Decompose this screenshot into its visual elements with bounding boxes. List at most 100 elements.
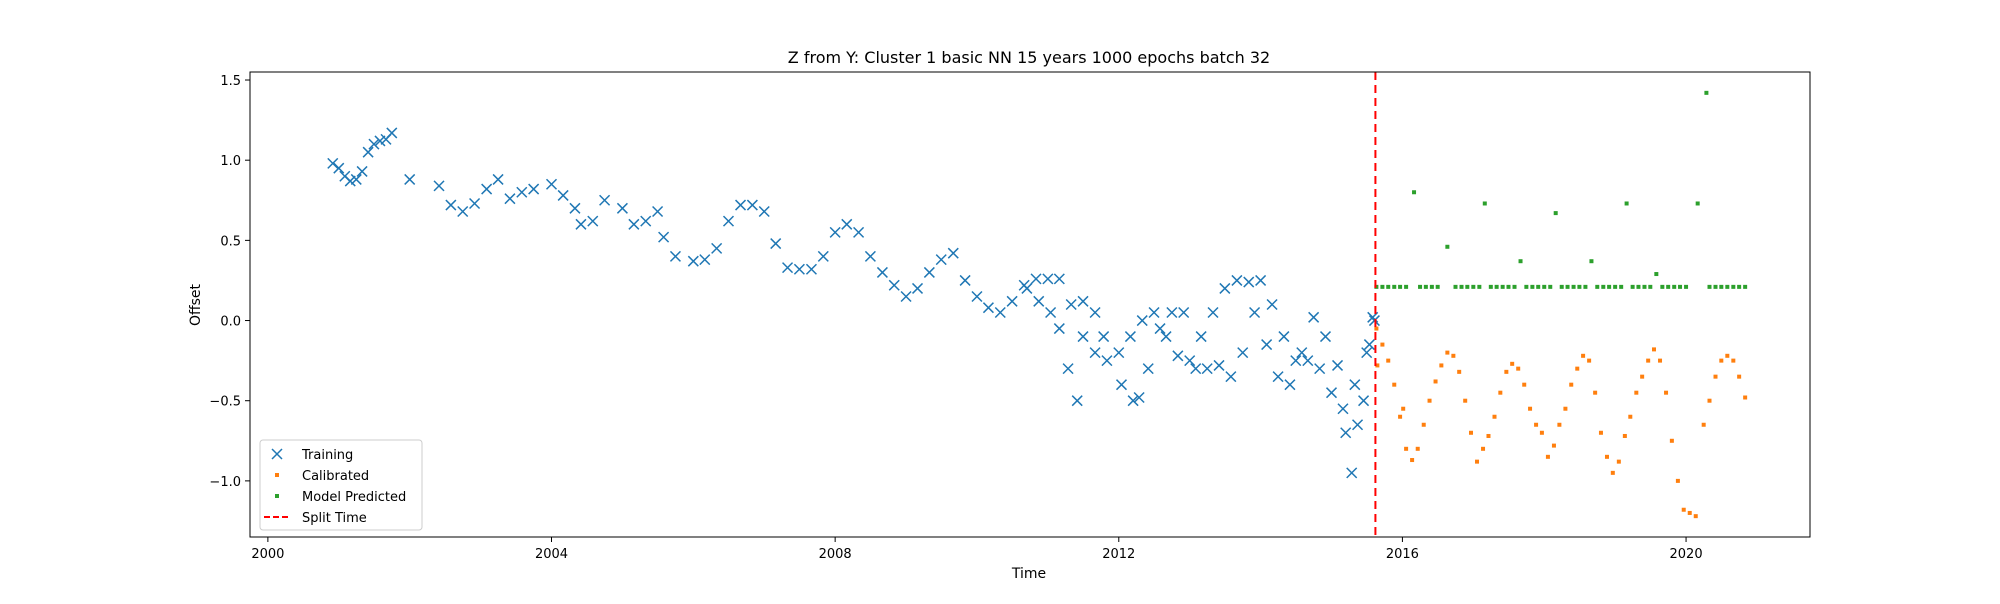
training-point — [1314, 363, 1326, 375]
calibrated-point — [1646, 358, 1651, 363]
model-predicted-point — [1494, 284, 1499, 289]
training-point — [1296, 347, 1308, 359]
x-tick-label: 2016 — [1386, 547, 1419, 562]
calibrated-point — [1486, 433, 1491, 438]
training-point — [1033, 295, 1045, 307]
plot-area — [327, 72, 1748, 537]
model-predicted-point — [1559, 284, 1564, 289]
legend-item-split-time: Split Time — [264, 511, 367, 526]
training-point — [1127, 395, 1139, 407]
training-point — [959, 274, 971, 286]
calibrated-point — [1439, 363, 1444, 368]
training-point — [1266, 298, 1278, 311]
training-point — [722, 215, 735, 227]
training-point — [1133, 391, 1145, 404]
model-predicted-point — [1589, 259, 1594, 264]
training-point — [1190, 363, 1202, 375]
training-point — [793, 263, 805, 275]
model-predicted-point — [1743, 284, 1748, 289]
model-predicted-point — [1398, 284, 1403, 289]
training-point — [911, 282, 924, 294]
training-point — [805, 263, 817, 275]
training-point — [900, 290, 912, 303]
training-point — [853, 226, 865, 238]
training-point — [1278, 331, 1290, 343]
calibrated-point — [1528, 406, 1533, 411]
training-point — [1042, 273, 1054, 285]
training-point — [876, 266, 888, 278]
model-predicted-point — [1678, 284, 1683, 289]
model-predicted-point — [1630, 284, 1635, 289]
training-point — [1261, 339, 1273, 351]
y-tick-label: 1.5 — [220, 74, 241, 89]
training-point — [1178, 306, 1190, 319]
training-point — [1213, 359, 1225, 371]
model-predicted-point — [1524, 284, 1529, 289]
training-point — [1195, 331, 1207, 343]
training-point — [1231, 274, 1243, 286]
calibrated-point — [1598, 430, 1603, 435]
model-predicted-point — [1672, 284, 1677, 289]
training-point — [1249, 306, 1261, 319]
training-point — [1340, 427, 1352, 439]
model-predicted-point — [1725, 284, 1730, 289]
y-tick-label: 0.0 — [220, 315, 241, 330]
calibrated-point — [1386, 358, 1391, 363]
model-predicted-point — [1565, 284, 1570, 289]
model-predicted-point — [1719, 284, 1724, 289]
calibrated-point — [1658, 358, 1663, 363]
training-point — [1325, 387, 1338, 399]
model-predicted-point — [1737, 284, 1742, 289]
training-point — [386, 127, 398, 139]
calibrated-point — [1634, 390, 1639, 395]
calibrated-point — [1669, 438, 1674, 443]
training-point — [362, 146, 374, 158]
training-point — [947, 247, 959, 259]
training-point — [1053, 323, 1065, 335]
training-point — [628, 218, 640, 230]
model-predicted-point — [1488, 284, 1493, 289]
calibrated-point — [1737, 374, 1742, 379]
training-point — [433, 180, 445, 192]
training-point — [1243, 276, 1255, 288]
training-point — [575, 218, 587, 230]
model-predicted-point — [1595, 284, 1600, 289]
training-point — [1363, 339, 1375, 351]
training-point — [687, 255, 699, 267]
y-axis: −1.0 −0.5 0.0 0.5 1.0 1.5 — [209, 74, 250, 490]
model-predicted-point — [1477, 284, 1482, 289]
calibrated-point — [1687, 510, 1692, 515]
calibrated-point — [1415, 446, 1420, 451]
model-predicted-point — [1530, 284, 1535, 289]
model-predicted-point — [1583, 284, 1588, 289]
training-point — [1065, 298, 1077, 311]
training-point — [935, 254, 947, 266]
training-point — [1352, 419, 1364, 431]
calibrated-point — [1604, 454, 1609, 459]
training-point — [711, 242, 723, 254]
calibrated-point — [1693, 514, 1698, 519]
training-point — [557, 189, 569, 201]
calibrated-point — [1640, 374, 1645, 379]
model-predicted-point — [1695, 201, 1700, 206]
calibrated-point — [1681, 507, 1686, 512]
training-point — [782, 262, 794, 274]
calibrated-point — [1374, 326, 1379, 331]
training-point — [1077, 331, 1089, 343]
calibrated-point — [1675, 478, 1680, 483]
calibrated-point — [1545, 454, 1550, 459]
model-predicted-point — [1423, 284, 1428, 289]
training-point — [1053, 273, 1065, 285]
training-point — [1184, 355, 1196, 367]
model-predicted-point — [1642, 284, 1647, 289]
calibrated-point — [1392, 382, 1397, 387]
training-point — [587, 215, 599, 227]
calibrated-point — [1610, 470, 1615, 475]
training-point — [1331, 359, 1344, 371]
x-axis: 2000 2004 2008 2012 2016 2020 — [251, 537, 1703, 562]
x-tick-label: 2000 — [251, 547, 284, 562]
training-point — [640, 215, 652, 227]
calibrated-point — [1463, 398, 1468, 403]
